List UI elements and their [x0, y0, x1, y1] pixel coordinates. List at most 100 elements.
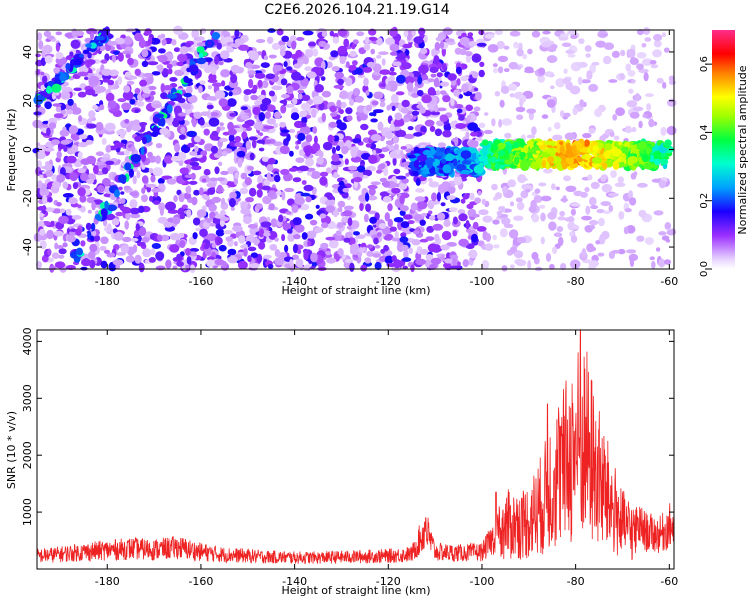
heatmap-cell: [642, 114, 648, 118]
heatmap-cell: [390, 93, 399, 104]
heatmap-cell: [561, 160, 568, 170]
heatmap-cell: [492, 219, 500, 225]
heatmap-cell: [589, 224, 596, 230]
heatmap-cell: [259, 103, 268, 112]
heatmap-cell: [85, 43, 92, 48]
heatmap-cell: [77, 168, 86, 174]
heatmap-cell: [220, 170, 229, 176]
heatmap-cell: [262, 195, 272, 205]
heatmap-cell: [428, 210, 433, 215]
heatmap-cell: [370, 181, 381, 186]
heatmap-cell: [331, 153, 340, 162]
heatmap-cell: [211, 82, 223, 88]
heatmap-cell: [352, 60, 358, 66]
heatmap-cell: [362, 66, 373, 73]
heatmap-cell: [365, 143, 372, 148]
heatmap-cell: [627, 48, 636, 58]
heatmap-cell: [314, 84, 325, 93]
heatmap-cell: [254, 100, 261, 106]
heatmap-cell: [193, 135, 201, 143]
heatmap-cell: [163, 155, 174, 164]
heatmap-cell: [481, 198, 487, 205]
heatmap-cell: [179, 167, 189, 175]
heatmap-cell: [134, 109, 140, 113]
heatmap-cell: [413, 36, 424, 44]
heatmap-cell: [303, 184, 314, 192]
heatmap-cell: [507, 179, 517, 188]
heatmap-cell: [78, 66, 89, 74]
heatmap-cell: [435, 36, 444, 42]
heatmap-cell: [413, 160, 420, 168]
heatmap-cell: [379, 191, 390, 197]
heatmap-cell: [36, 160, 42, 169]
heatmap-cell: [214, 258, 225, 266]
heatmap-cell: [428, 181, 440, 188]
heatmap-cell: [352, 88, 361, 96]
heatmap-cell: [543, 71, 555, 77]
heatmap-cell: [287, 233, 295, 242]
heatmap-cell: [166, 93, 178, 99]
heatmap-cell: [598, 217, 605, 227]
heatmap-cell: [379, 163, 386, 170]
heatmap-cell: [570, 34, 578, 39]
heatmap-cell: [89, 42, 97, 49]
heatmap-cell: [471, 233, 478, 243]
heatmap-cell: [295, 145, 300, 150]
heatmap-cell: [582, 132, 592, 139]
heatmap-cell: [590, 181, 600, 190]
heatmap-cell: [438, 142, 446, 148]
heatmap-cell: [291, 40, 297, 50]
heatmap-cell: [434, 104, 439, 113]
heatmap-cell: [229, 191, 237, 200]
heatmap-cell: [431, 192, 437, 202]
heatmap-cell: [258, 228, 265, 238]
colorbar-scale: [712, 30, 735, 269]
heatmap-cell: [594, 108, 603, 118]
heatmap-cell: [516, 114, 524, 120]
x-tick-label: -100: [469, 575, 494, 588]
heatmap-cell: [384, 212, 390, 222]
heatmap-cell: [58, 248, 67, 255]
heatmap-cell: [128, 75, 138, 80]
heatmap-cell: [505, 144, 510, 151]
heatmap-cell: [448, 207, 458, 213]
heatmap-cell: [165, 259, 172, 269]
heatmap-cell: [491, 183, 498, 191]
heatmap-cell: [286, 66, 293, 71]
heatmap-cell: [282, 215, 287, 222]
heatmap-cell: [655, 247, 661, 252]
heatmap-cell: [234, 135, 241, 143]
heatmap-cell: [494, 163, 500, 170]
heatmap-cell: [330, 160, 342, 166]
heatmap-cell: [414, 196, 426, 202]
heatmap-cell: [392, 156, 397, 166]
heatmap-cell: [245, 197, 254, 203]
heatmap-cell: [376, 37, 383, 46]
heatmap-cell: [487, 44, 499, 53]
heatmap-cell: [319, 171, 329, 177]
heatmap-cell: [88, 75, 100, 86]
heatmap-cell: [223, 230, 233, 235]
heatmap-cell: [637, 28, 644, 36]
heatmap-cell: [240, 114, 250, 120]
heatmap-cell: [95, 86, 107, 93]
heatmap-cell: [357, 247, 366, 253]
heatmap-cell: [434, 41, 441, 51]
heatmap-cell: [603, 55, 612, 65]
heatmap-cell: [55, 105, 62, 113]
heatmap-cell: [305, 49, 314, 58]
heatmap-cell: [376, 232, 382, 237]
heatmap-cell: [218, 161, 223, 167]
heatmap-cell: [584, 156, 589, 161]
heatmap-cell: [157, 64, 164, 73]
heatmap-cell: [423, 34, 428, 43]
heatmap-cell: [288, 128, 296, 133]
heatmap-cell: [585, 53, 591, 58]
heatmap-cell: [150, 175, 156, 183]
heatmap-cell: [410, 202, 418, 212]
heatmap-cell: [448, 154, 457, 160]
heatmap-cell: [367, 184, 378, 190]
heatmap-cell: [214, 55, 220, 65]
heatmap-cell: [443, 262, 451, 269]
heatmap-cell: [122, 50, 132, 55]
